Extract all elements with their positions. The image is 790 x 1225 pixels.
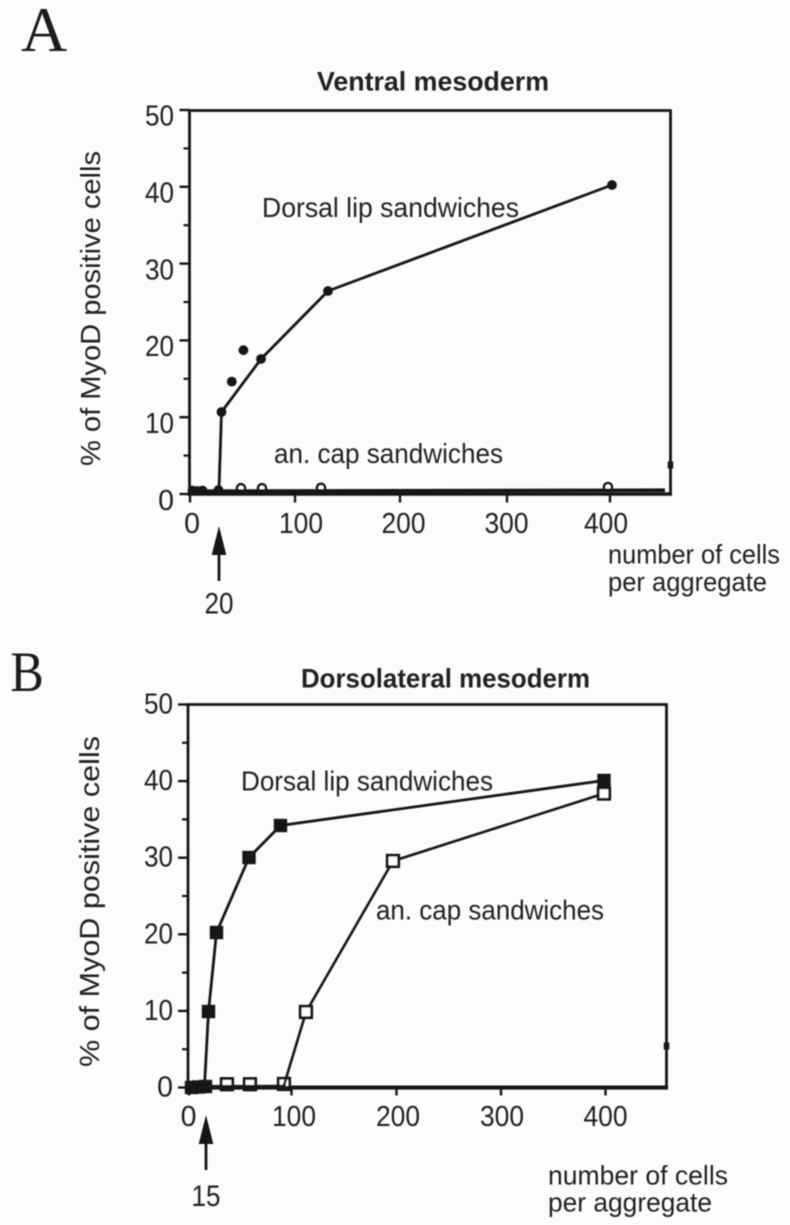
svg-text:10: 10 [144,995,173,1027]
svg-text:number of cells: number of cells [548,1161,728,1191]
svg-text:Dorsal lip sandwiches: Dorsal lip sandwiches [241,766,493,797]
svg-text:% of MyoD positive cells: % of MyoD positive cells [74,736,105,1067]
svg-text:per aggregate: per aggregate [608,567,767,597]
svg-text:Ventral mesoderm: Ventral mesoderm [317,67,549,97]
svg-text:30: 30 [144,842,173,874]
svg-text:20: 20 [144,918,173,950]
svg-text:15: 15 [192,1180,221,1213]
svg-text:400: 400 [584,508,628,540]
svg-text:% of MyoD positive cells: % of MyoD positive cells [75,151,106,466]
svg-text:an. cap sandwiches: an. cap sandwiches [274,438,503,469]
svg-text:Dorsolateral mesoderm: Dorsolateral mesoderm [301,664,590,694]
svg-text:400: 400 [584,1101,628,1133]
svg-text:B: B [10,640,43,704]
svg-text:300: 300 [485,508,529,540]
svg-text:0: 0 [158,485,174,517]
svg-text:50: 50 [144,689,173,721]
svg-text:0: 0 [157,1072,173,1104]
svg-text:20: 20 [145,331,174,363]
svg-text:100: 100 [272,1101,316,1133]
svg-text:A: A [21,0,67,65]
svg-text:20: 20 [205,588,234,621]
svg-text:0: 0 [184,508,200,540]
svg-text:200: 200 [382,508,426,540]
svg-text:per aggregate: per aggregate [548,1188,712,1218]
svg-text:100: 100 [279,508,323,540]
svg-text:number of cells: number of cells [608,540,780,570]
svg-text:0: 0 [181,1101,197,1133]
svg-text:an. cap sandwiches: an. cap sandwiches [376,895,604,926]
svg-text:Dorsal lip sandwiches: Dorsal lip sandwiches [262,192,519,223]
svg-text:200: 200 [376,1101,420,1133]
svg-text:30: 30 [145,254,174,286]
svg-text:40: 40 [145,177,174,209]
svg-text:300: 300 [480,1101,524,1133]
svg-text:50: 50 [145,101,174,133]
svg-text:40: 40 [144,765,173,797]
svg-text:10: 10 [145,408,174,440]
